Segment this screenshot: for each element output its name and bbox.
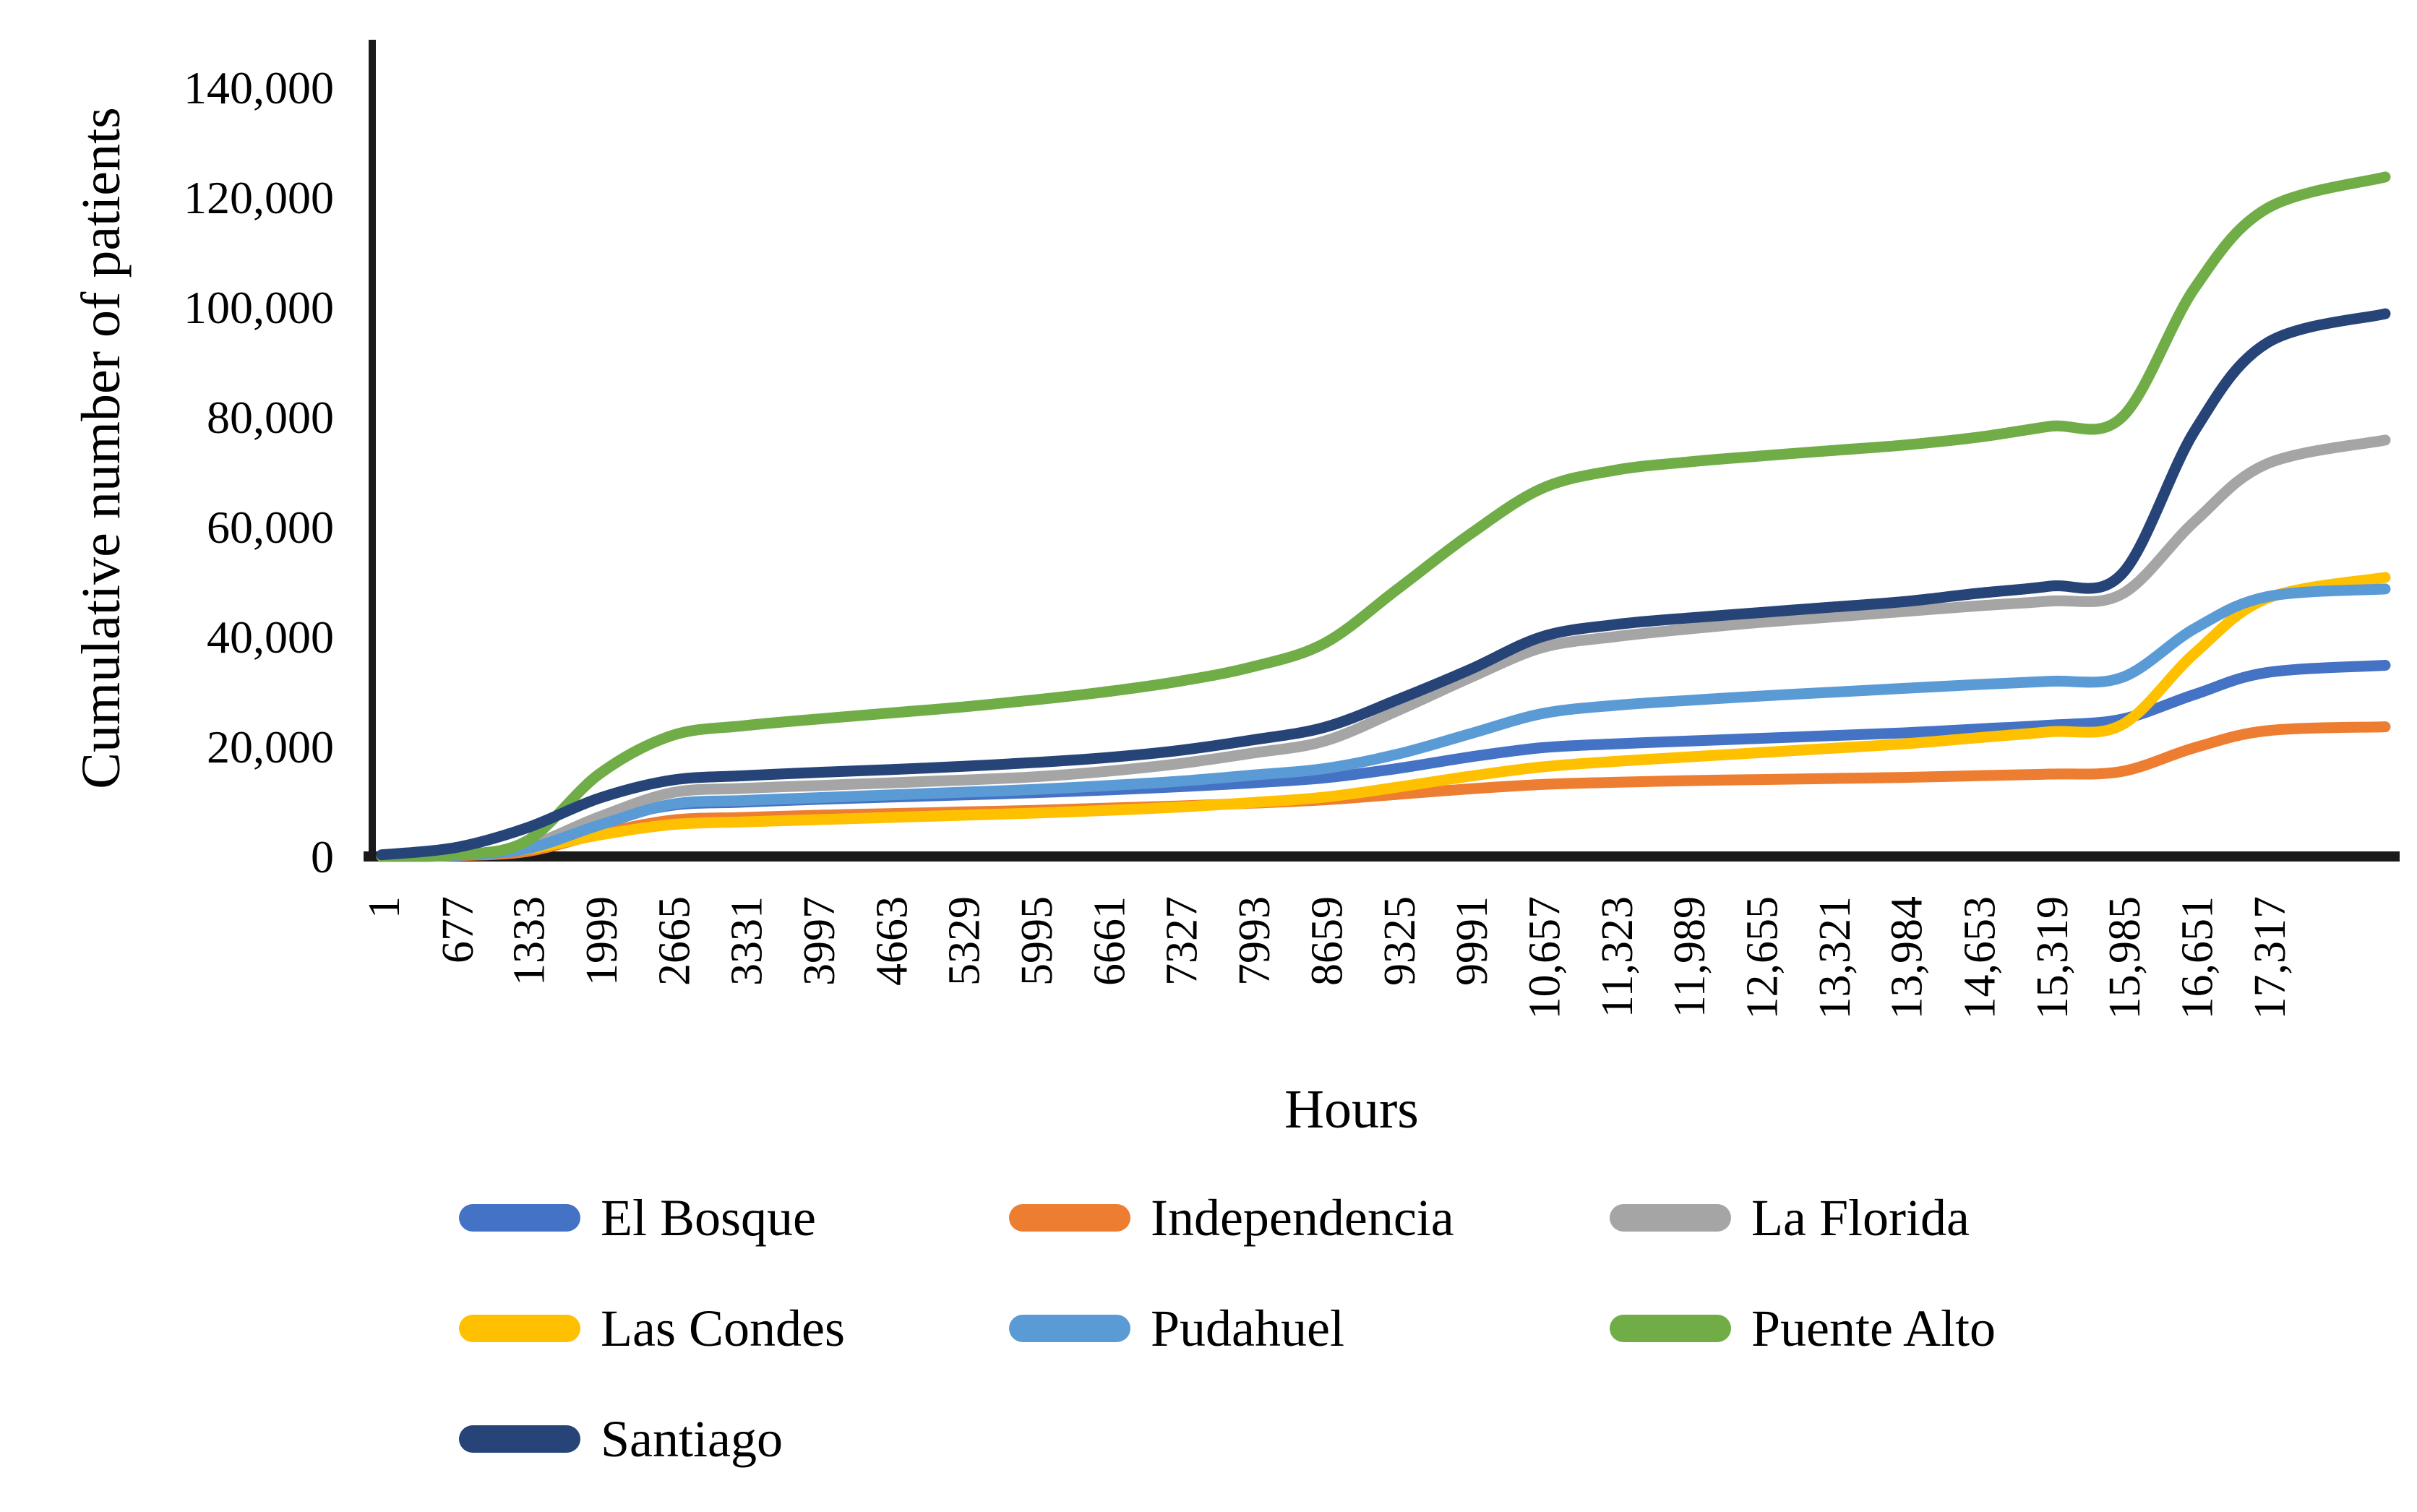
legend-swatch-santiago (459, 1425, 580, 1453)
y-axis-title: Cumulative number of patients (71, 107, 132, 789)
x-tick-label: 5995 (1013, 896, 1062, 986)
y-tick-label: 140,000 (184, 62, 334, 113)
legend-label-el-bosque: El Bosque (601, 1188, 816, 1247)
y-tick-label: 40,000 (207, 611, 334, 663)
legend-item-la-florida: La Florida (1610, 1192, 1996, 1244)
legend-label-puente-alto: Puente Alto (1751, 1299, 1996, 1357)
x-tick-label: 8659 (1302, 896, 1352, 986)
y-tick-labels: 0 20,000 40,000 60,000 80,000 100,000 120,000 1… (184, 62, 334, 882)
x-tick-labels: 1 677 1333 1999 2665 3331 3997 4663 5329 5995 6661… (360, 896, 2295, 1020)
x-tick-label: 6661 (1085, 896, 1134, 986)
legend-swatch-la-florida (1610, 1203, 1731, 1232)
legend-label-las-condes: Las Condes (601, 1299, 845, 1357)
x-tick-label: 1333 (505, 896, 554, 986)
x-tick-label: 677 (434, 896, 483, 963)
legend-item-santiago: Santiago (459, 1413, 1009, 1465)
x-tick-label: 7327 (1158, 896, 1207, 986)
x-tick-label: 9991 (1448, 896, 1497, 986)
legend-item-independencia: Independencia (1009, 1192, 1610, 1244)
series-line-las-condes (376, 572, 2391, 862)
y-tick-label: 60,000 (207, 502, 334, 553)
legend-item-pudahuel: Pudahuel (1009, 1302, 1610, 1354)
y-tick-label: 100,000 (184, 282, 334, 333)
axes (364, 40, 2400, 862)
legend-swatch-pudahuel (1009, 1314, 1130, 1342)
y-tick-label: 120,000 (184, 172, 334, 223)
x-tick-label: 14,653 (1955, 896, 2004, 1020)
legend-label-la-florida: La Florida (1751, 1188, 1970, 1247)
y-tick-label: 0 (311, 831, 334, 882)
x-tick-label: 17,317 (2246, 896, 2295, 1020)
legend-item-puente-alto: Puente Alto (1610, 1302, 1996, 1354)
x-tick-label: 15,319 (2028, 896, 2077, 1020)
series-line-santiago (376, 308, 2391, 861)
x-tick-label: 16,651 (2173, 896, 2222, 1020)
y-tick-label: 80,000 (207, 392, 334, 443)
y-tick-label: 20,000 (207, 721, 334, 773)
series-line-puente-alto (376, 171, 2391, 862)
x-tick-label: 13,984 (1883, 896, 1932, 1020)
legend-item-las-condes: Las Condes (459, 1302, 1009, 1354)
x-tick-label: 12,655 (1738, 896, 1787, 1020)
x-axis-line (364, 851, 2400, 862)
legend-label-independencia: Independencia (1151, 1188, 1454, 1247)
x-tick-label: 1 (360, 896, 409, 919)
x-tick-label: 5329 (940, 896, 989, 986)
series-line-la-florida (376, 434, 2391, 862)
legend-item-el-bosque: El Bosque (459, 1192, 1009, 1244)
x-tick-label: 11,989 (1665, 896, 1714, 1018)
legend-swatch-el-bosque (459, 1203, 580, 1232)
x-tick-label: 1999 (578, 896, 627, 986)
x-tick-label: 15,985 (2100, 896, 2150, 1020)
legend-label-santiago: Santiago (601, 1409, 783, 1468)
x-tick-label: 9325 (1375, 896, 1425, 986)
series-lines (376, 171, 2391, 862)
x-tick-label: 3331 (723, 896, 772, 986)
x-tick-label: 13,321 (1811, 896, 1860, 1020)
legend-label-pudahuel: Pudahuel (1151, 1299, 1344, 1357)
legend-swatch-independencia (1009, 1203, 1130, 1232)
legend: El Bosque Independencia La Florida Las Cond… (459, 1162, 1996, 1494)
series-line-pudahuel (376, 583, 2391, 862)
y-axis-line (369, 40, 376, 862)
x-tick-label: 3997 (795, 896, 844, 986)
legend-swatch-las-condes (459, 1314, 580, 1342)
x-tick-label: 11,323 (1593, 896, 1642, 1018)
x-axis-title: Hours (1284, 1079, 1419, 1140)
x-tick-label: 7993 (1230, 896, 1279, 986)
x-tick-label: 4663 (867, 896, 916, 986)
x-tick-label: 10,657 (1520, 896, 1569, 1020)
x-tick-label: 2665 (650, 896, 699, 986)
legend-swatch-puente-alto (1610, 1314, 1731, 1342)
